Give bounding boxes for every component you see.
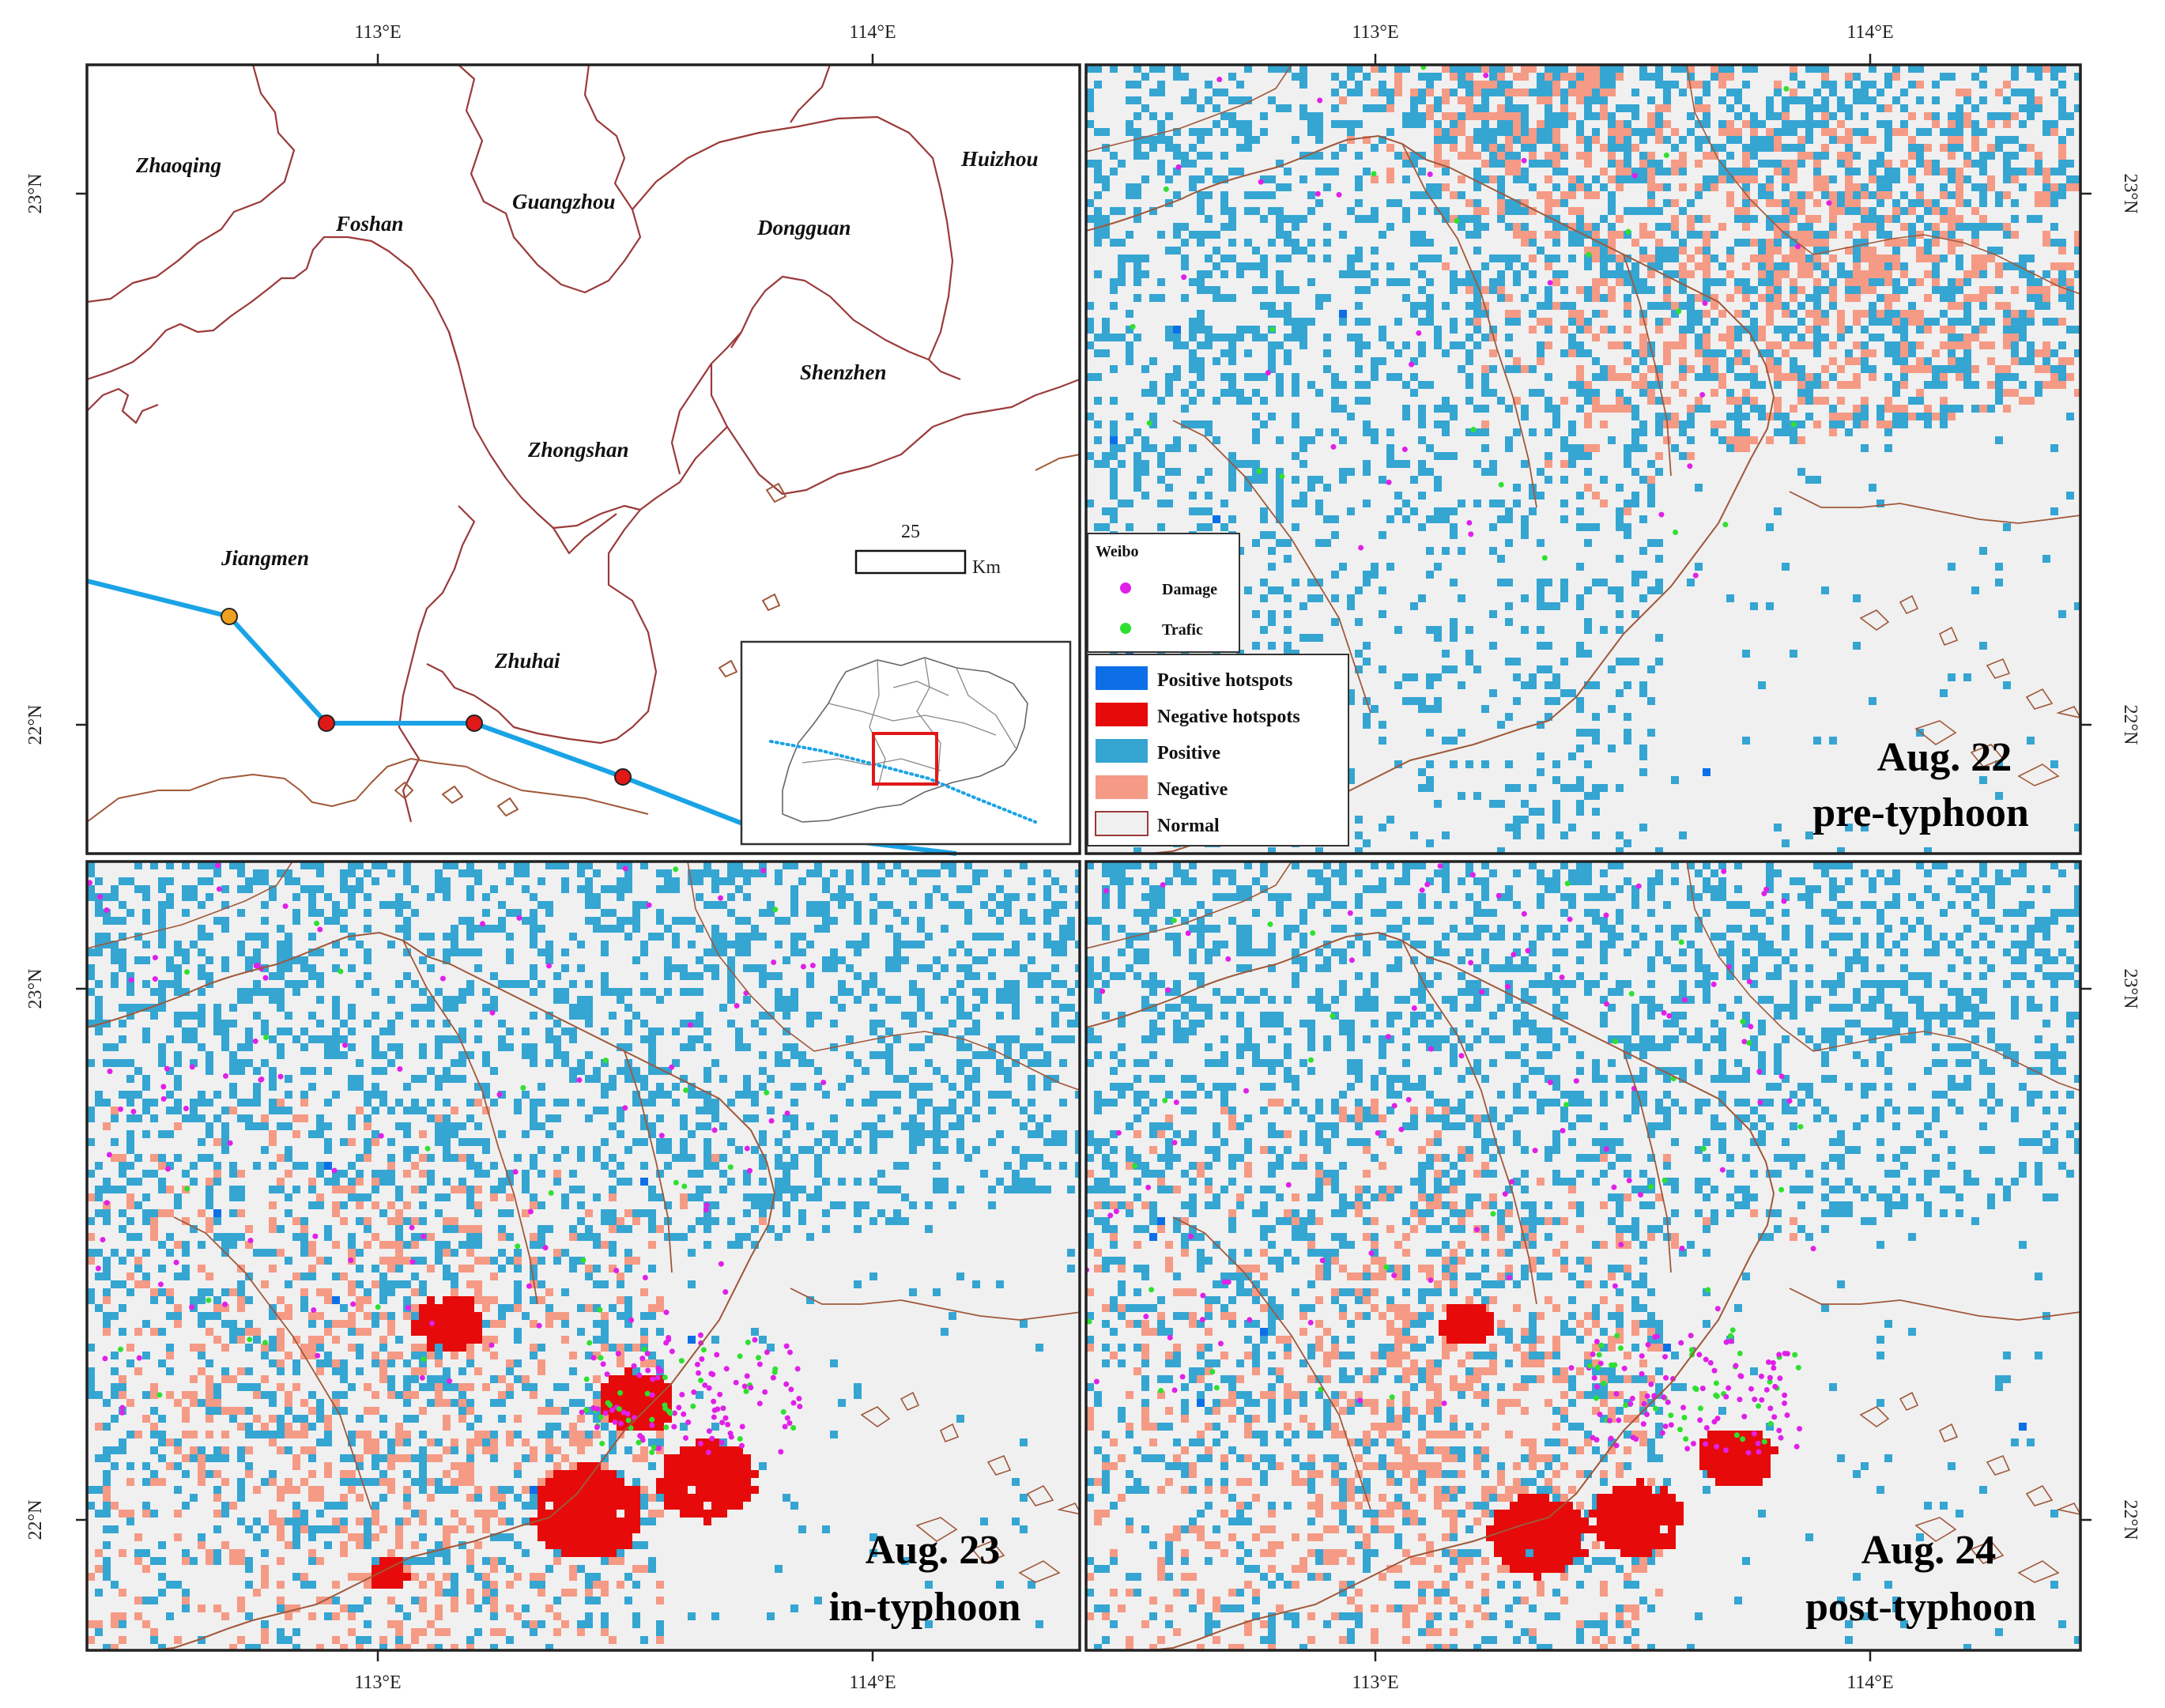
left-lat-label: 22°N	[25, 705, 46, 745]
weibo-legend-title: Weibo	[1096, 543, 1138, 560]
track-point-3	[614, 768, 632, 786]
right-lat-label: 22°N	[2120, 1500, 2140, 1540]
bottom-lon-label: 113°E	[1352, 1672, 1398, 1693]
overview-map-panel: Zhaoqing Foshan Guangzhou Dongguan Huizh…	[85, 63, 1081, 856]
top-lon-label: 113°E	[1352, 22, 1398, 43]
city-label-guangzhou: Guangzhou	[512, 190, 616, 213]
track-point-2	[466, 714, 483, 732]
class-legend: Positive hotspots Negative hotspots Posi…	[1087, 654, 1349, 846]
inset-locator-map	[740, 640, 1072, 846]
weibo-trafic-label: Trafic	[1162, 621, 1203, 639]
weibo-trafic-marker	[1120, 623, 1131, 634]
top-lon-label: 114°E	[1846, 22, 1893, 43]
city-label-zhongshan: Zhongshan	[527, 438, 629, 462]
panel-aug24: Aug. 24 post-typhoon	[1084, 860, 2082, 1652]
right-lat-label: 23°N	[2120, 969, 2140, 1009]
admin-boundaries	[87, 65, 1080, 823]
scale-bar-value: 25	[901, 522, 920, 542]
scale-bar: 25 Km	[854, 522, 1001, 578]
panel-title-date: Aug. 22	[1877, 735, 2012, 780]
legend-label-positive: Positive	[1157, 743, 1220, 764]
bottom-lon-label: 114°E	[1846, 1672, 1893, 1693]
legend-label-negative-hotspots: Negative hotspots	[1157, 707, 1300, 727]
city-label-shenzhen: Shenzhen	[800, 360, 887, 384]
weibo-legend: Weibo Damage Trafic	[1087, 533, 1240, 653]
panel-aug23: Aug. 23 in-typhoon	[85, 860, 1081, 1652]
inset-focus-box	[872, 732, 938, 786]
city-label-zhuhai: Zhuhai	[494, 649, 560, 673]
top-lon-label: 113°E	[354, 22, 401, 43]
legend-swatch-positive-hotspots	[1096, 666, 1148, 690]
cell-layer-aug24	[1086, 862, 2080, 1650]
weibo-damage-marker	[1120, 583, 1131, 594]
track-point-0	[221, 608, 238, 625]
legend-swatch-positive	[1096, 739, 1148, 763]
top-lon-label: 114°E	[849, 22, 896, 43]
left-lat-label: 22°N	[25, 1500, 46, 1540]
city-label-zhaoqing: Zhaoqing	[135, 153, 221, 177]
legend-label-positive-hotspots: Positive hotspots	[1157, 670, 1292, 691]
bottom-lon-label: 113°E	[354, 1672, 401, 1693]
right-lat-label: 23°N	[2120, 174, 2140, 214]
track-point-1	[318, 714, 335, 732]
left-lat-label: 23°N	[25, 174, 46, 214]
panel-title-date: Aug. 23	[866, 1528, 1000, 1573]
city-label-foshan: Foshan	[335, 212, 404, 236]
city-label-huizhou: Huizhou	[960, 147, 1039, 171]
right-lat-label: 22°N	[2120, 705, 2140, 745]
panel-title-date: Aug. 24	[1861, 1528, 1996, 1573]
bottom-lon-label: 114°E	[849, 1672, 896, 1693]
legend-label-normal: Normal	[1157, 816, 1220, 836]
axis-labels: 113°E 114°E 113°E 114°E 113°E 114°E 113°…	[25, 22, 2140, 1693]
panel-title-phase: in-typhoon	[829, 1585, 1021, 1630]
legend-label-negative: Negative	[1157, 779, 1228, 800]
axis-ticks	[76, 54, 2091, 1661]
legend-swatch-normal	[1095, 811, 1149, 836]
city-label-jiangmen: Jiangmen	[221, 546, 309, 570]
panel-title-phase: pre-typhoon	[1812, 790, 2029, 835]
cell-layer-aug22	[1086, 65, 2080, 854]
legend-swatch-negative	[1096, 775, 1148, 799]
weibo-damage-label: Damage	[1162, 581, 1217, 598]
cell-layer-aug23	[87, 862, 1080, 1650]
scale-bar-box	[854, 549, 967, 575]
city-label-dongguan: Dongguan	[756, 216, 851, 239]
scale-bar-unit: Km	[972, 557, 1001, 578]
panel-title-phase: post-typhoon	[1805, 1585, 2036, 1630]
legend-swatch-negative-hotspots	[1096, 703, 1148, 726]
city-labels: Zhaoqing Foshan Guangzhou Dongguan Huizh…	[135, 147, 1039, 673]
left-lat-label: 23°N	[25, 969, 46, 1009]
